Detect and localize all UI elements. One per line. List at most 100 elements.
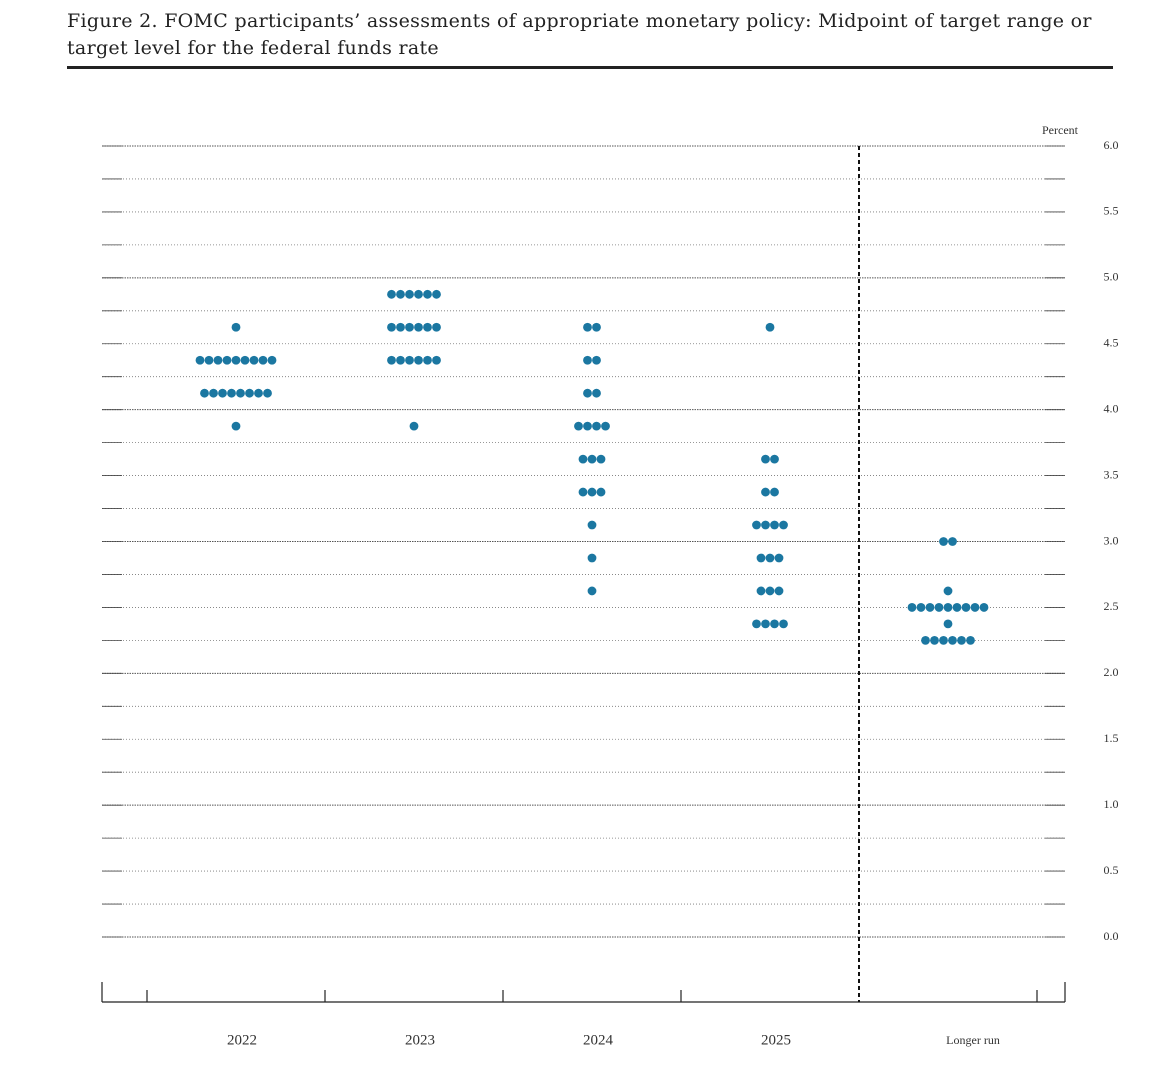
dot bbox=[587, 454, 597, 464]
dot bbox=[921, 635, 930, 645]
dot bbox=[258, 355, 268, 365]
dot bbox=[943, 619, 953, 629]
y-tick-label: 1.5 bbox=[1104, 731, 1119, 745]
y-tick-label: 5.5 bbox=[1104, 204, 1119, 218]
dot bbox=[414, 289, 423, 299]
y-tick-label: 0.5 bbox=[1104, 863, 1119, 877]
dot bbox=[414, 355, 423, 365]
dot bbox=[961, 603, 971, 612]
dot bbox=[939, 537, 948, 546]
dot bbox=[970, 603, 980, 612]
dot bbox=[267, 355, 277, 365]
dot bbox=[592, 355, 601, 365]
dot bbox=[240, 355, 250, 365]
dot bbox=[943, 586, 953, 596]
dot bbox=[387, 289, 396, 299]
dot bbox=[423, 355, 432, 365]
dot bbox=[387, 322, 396, 332]
y-tick-label: 5.0 bbox=[1104, 270, 1119, 284]
y-tick-label: 6.0 bbox=[1104, 138, 1119, 152]
dot bbox=[907, 603, 917, 612]
dot bbox=[405, 355, 414, 365]
dot bbox=[405, 289, 414, 299]
dot bbox=[779, 619, 788, 629]
dot bbox=[587, 553, 597, 563]
dot bbox=[952, 603, 962, 612]
dot bbox=[761, 487, 770, 497]
y-tick-label: 2.0 bbox=[1104, 665, 1119, 679]
x-tick-label: 2023 bbox=[405, 1032, 435, 1048]
dot bbox=[966, 635, 975, 645]
dot bbox=[770, 487, 779, 497]
dot bbox=[396, 322, 405, 332]
y-tick-label: 1.0 bbox=[1104, 797, 1119, 811]
y-tick-label: 4.5 bbox=[1104, 336, 1119, 350]
dot bbox=[756, 553, 766, 563]
dot bbox=[245, 388, 254, 398]
y-tick-label: 3.5 bbox=[1104, 467, 1119, 481]
dot bbox=[209, 388, 218, 398]
dot bbox=[752, 619, 761, 629]
chart-title: Figure 2. FOMC participants’ assessments… bbox=[67, 10, 1092, 59]
dot bbox=[587, 586, 597, 596]
dot bbox=[574, 421, 583, 431]
y-axis-label: Percent bbox=[1042, 123, 1079, 137]
dot bbox=[948, 635, 957, 645]
dot bbox=[432, 289, 441, 299]
dot bbox=[774, 553, 784, 563]
dot bbox=[765, 322, 775, 332]
x-tick-label: 2022 bbox=[227, 1032, 257, 1048]
dot bbox=[756, 586, 766, 596]
dot bbox=[596, 487, 606, 497]
dot bbox=[227, 388, 236, 398]
dot bbox=[396, 289, 405, 299]
dot bbox=[592, 322, 601, 332]
dot bbox=[765, 586, 775, 596]
dot bbox=[263, 388, 272, 398]
y-tick-label: 3.0 bbox=[1104, 533, 1119, 547]
dot bbox=[592, 421, 601, 431]
dot bbox=[195, 355, 205, 365]
dot bbox=[387, 355, 396, 365]
dot bbox=[779, 520, 788, 530]
dot bbox=[774, 586, 784, 596]
dot bbox=[934, 603, 944, 612]
dot bbox=[761, 619, 770, 629]
dot bbox=[925, 603, 935, 612]
dot bbox=[409, 421, 419, 431]
dot bbox=[249, 355, 259, 365]
dot bbox=[583, 421, 592, 431]
dot bbox=[770, 520, 779, 530]
dot bbox=[592, 388, 601, 398]
dot bbox=[587, 520, 597, 530]
dot bbox=[254, 388, 263, 398]
dot bbox=[204, 355, 214, 365]
dot bbox=[231, 421, 241, 431]
dot bbox=[583, 355, 592, 365]
title-rule bbox=[67, 66, 1113, 69]
dot bbox=[432, 322, 441, 332]
y-tick-label: 2.5 bbox=[1104, 599, 1119, 613]
dot bbox=[765, 553, 775, 563]
dot bbox=[231, 355, 241, 365]
y-tick-label: 4.0 bbox=[1104, 401, 1119, 415]
dot bbox=[943, 603, 953, 612]
dot bbox=[578, 454, 588, 464]
dot bbox=[916, 603, 926, 612]
dot bbox=[405, 322, 414, 332]
dot bbox=[583, 322, 592, 332]
dot bbox=[218, 388, 227, 398]
dot bbox=[583, 388, 592, 398]
dot bbox=[200, 388, 209, 398]
dot bbox=[979, 603, 989, 612]
dot bbox=[213, 355, 223, 365]
dot bbox=[948, 537, 957, 546]
dot bbox=[596, 454, 606, 464]
x-tick-label: Longer run bbox=[946, 1033, 1000, 1047]
dot bbox=[930, 635, 939, 645]
dot bbox=[396, 355, 405, 365]
dot bbox=[957, 635, 966, 645]
dot bbox=[423, 322, 432, 332]
